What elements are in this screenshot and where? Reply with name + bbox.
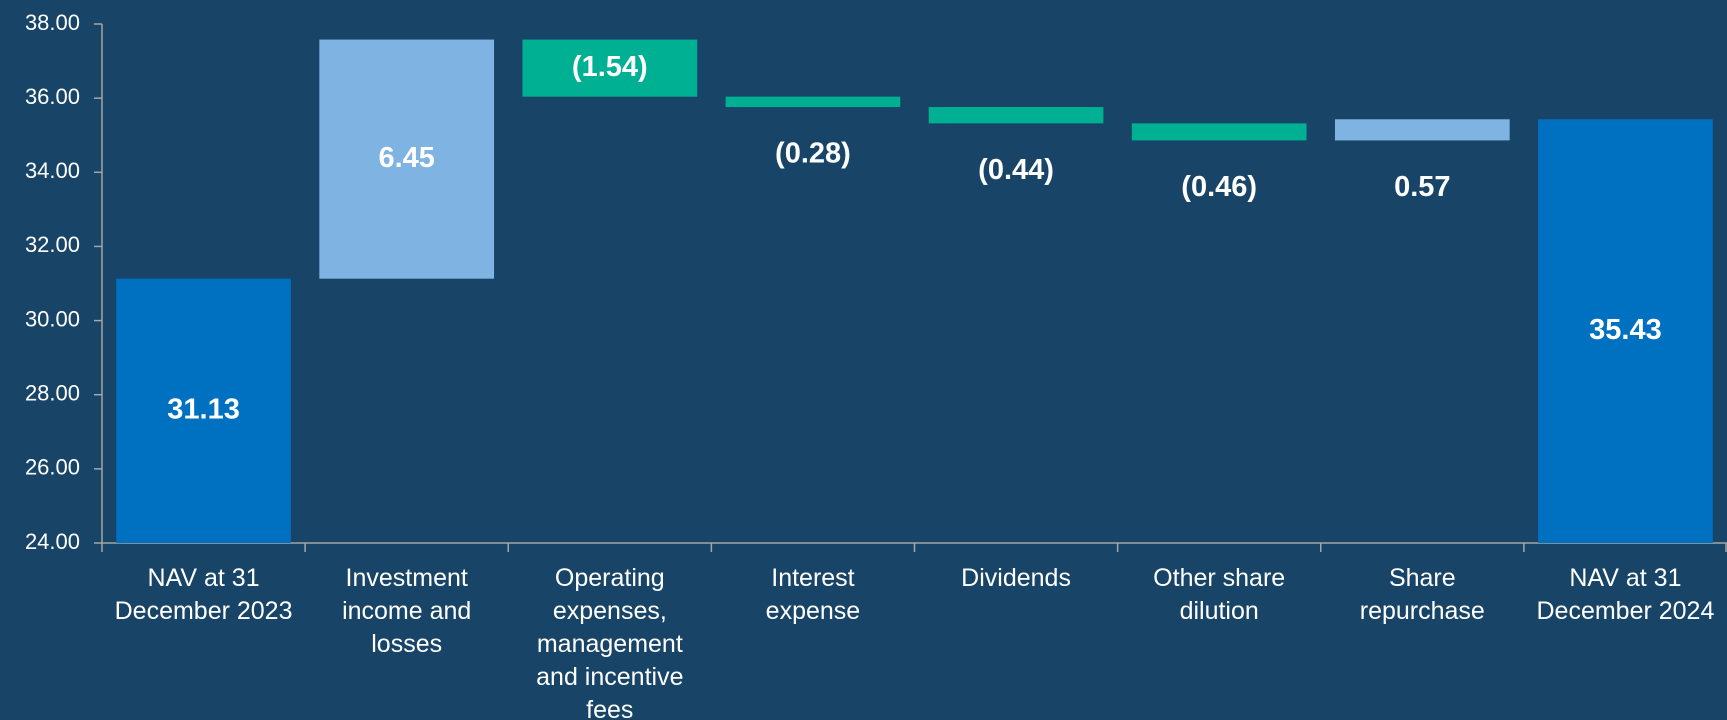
value-label: 6.45 <box>378 142 434 174</box>
y-tick-label: 26.00 <box>25 455 80 480</box>
bar <box>725 96 901 108</box>
x-tick-label: NAV at 31 December 2023 <box>115 564 293 625</box>
x-tick-label-line: Interest <box>771 564 854 592</box>
x-tick-label-line: Share <box>1389 564 1456 592</box>
y-tick-label: 36.00 <box>25 84 80 109</box>
x-tick-label-line: expense <box>766 597 861 625</box>
y-tick-label: 38.00 <box>25 10 80 35</box>
bar <box>319 39 495 279</box>
x-tick-label-line: dilution <box>1180 597 1259 625</box>
y-tick-label: 30.00 <box>25 306 80 331</box>
value-label: (1.54) <box>572 51 648 83</box>
x-tick-label-line: management <box>537 630 683 658</box>
y-tick-label: 34.00 <box>25 158 80 183</box>
x-tick-label-line: NAV at 31 <box>148 564 260 592</box>
y-tick-label: 28.00 <box>25 381 80 406</box>
y-tick-label: 24.00 <box>25 529 80 554</box>
x-tick-label-line: Operating <box>555 564 665 592</box>
value-label: 31.13 <box>167 393 240 425</box>
x-tick-label: Investment income and losses <box>342 564 471 658</box>
value-label: (0.28) <box>775 138 851 170</box>
x-tick-label-line: Dividends <box>961 564 1071 592</box>
x-tick-label: Dividends <box>961 564 1071 592</box>
x-tick-label: Operating expenses, management and incentiv… <box>536 564 683 720</box>
x-tick-label-line: Investment <box>346 564 468 592</box>
x-tick-label-line: and incentive <box>536 663 683 691</box>
x-tick-label-line: NAV at 31 <box>1569 564 1681 592</box>
x-tick-label-line: income and <box>342 597 471 625</box>
bar <box>522 39 698 97</box>
value-label: (0.46) <box>1181 171 1257 203</box>
x-tick-label: NAV at 31 December 2024 <box>1536 564 1714 625</box>
x-tick-label: Interest expense <box>766 564 861 625</box>
y-tick-label: 32.00 <box>25 232 80 257</box>
x-tick-label-line: expenses, <box>553 597 667 625</box>
x-tick-label-line: December 2024 <box>1536 597 1714 625</box>
x-tick-label-line: Other share <box>1153 564 1285 592</box>
value-label: (0.44) <box>978 154 1054 186</box>
x-tick-label-line: fees <box>586 696 633 720</box>
bar <box>928 107 1104 124</box>
value-label: 35.43 <box>1589 314 1662 346</box>
x-tick-label-line: December 2023 <box>115 597 293 625</box>
x-tick-label-line: repurchase <box>1360 597 1485 625</box>
x-tick-label: Other share dilution <box>1153 564 1285 625</box>
bar <box>116 278 291 543</box>
bar <box>1131 123 1307 141</box>
x-tick-label: Share repurchase <box>1360 564 1485 625</box>
bar <box>1538 119 1713 544</box>
value-label: 0.57 <box>1394 171 1450 203</box>
bar <box>1334 119 1510 141</box>
x-tick-label-line: losses <box>371 630 442 658</box>
